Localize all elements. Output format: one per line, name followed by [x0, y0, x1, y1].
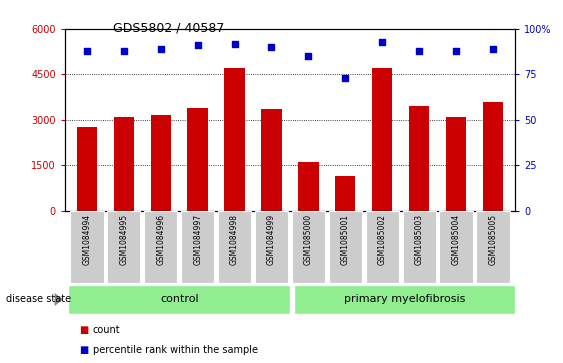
Point: [415, 48, 424, 54]
Text: GSM1084999: GSM1084999: [267, 214, 276, 265]
Bar: [335, 176, 355, 211]
Bar: [372, 68, 392, 211]
Bar: [187, 108, 208, 211]
Bar: [181, 211, 215, 283]
Bar: [329, 211, 362, 283]
Bar: [483, 102, 503, 211]
Point: [304, 53, 313, 59]
Text: GSM1085004: GSM1085004: [452, 214, 461, 265]
Point: [119, 48, 128, 54]
Text: GSM1085003: GSM1085003: [415, 214, 424, 265]
Point: [82, 48, 91, 54]
Text: GSM1085002: GSM1085002: [378, 214, 387, 265]
Point: [230, 41, 239, 46]
Bar: [255, 211, 288, 283]
Text: primary myelofibrosis: primary myelofibrosis: [343, 294, 465, 304]
Text: ■: ■: [79, 325, 88, 335]
Point: [156, 46, 165, 52]
Point: [452, 48, 461, 54]
Bar: [409, 106, 430, 211]
Bar: [298, 162, 319, 211]
Text: control: control: [160, 294, 199, 304]
Bar: [365, 211, 399, 283]
Bar: [446, 117, 466, 211]
Bar: [440, 211, 473, 283]
Bar: [144, 211, 177, 283]
Point: [489, 46, 498, 52]
Bar: [294, 285, 515, 314]
Text: percentile rank within the sample: percentile rank within the sample: [93, 345, 258, 355]
Point: [267, 44, 276, 50]
Bar: [69, 285, 290, 314]
Bar: [218, 211, 251, 283]
Text: GSM1085001: GSM1085001: [341, 214, 350, 265]
Text: GSM1084994: GSM1084994: [82, 214, 91, 265]
Bar: [114, 117, 134, 211]
Bar: [70, 211, 104, 283]
Text: GSM1084996: GSM1084996: [156, 214, 165, 265]
Text: GDS5802 / 40587: GDS5802 / 40587: [113, 22, 224, 35]
Bar: [476, 211, 510, 283]
Bar: [261, 109, 282, 211]
Bar: [225, 68, 245, 211]
Bar: [77, 127, 97, 211]
Point: [378, 39, 387, 45]
Point: [193, 42, 202, 48]
Text: count: count: [93, 325, 120, 335]
Text: GSM1084997: GSM1084997: [193, 214, 202, 265]
Bar: [292, 211, 325, 283]
Text: disease state: disease state: [6, 294, 71, 305]
Bar: [107, 211, 140, 283]
Text: GSM1084998: GSM1084998: [230, 214, 239, 265]
Bar: [403, 211, 436, 283]
Text: GSM1084995: GSM1084995: [119, 214, 128, 265]
Point: [341, 75, 350, 81]
Text: GSM1085000: GSM1085000: [304, 214, 313, 265]
Text: ■: ■: [79, 345, 88, 355]
Text: GSM1085005: GSM1085005: [489, 214, 498, 265]
Bar: [150, 115, 171, 211]
